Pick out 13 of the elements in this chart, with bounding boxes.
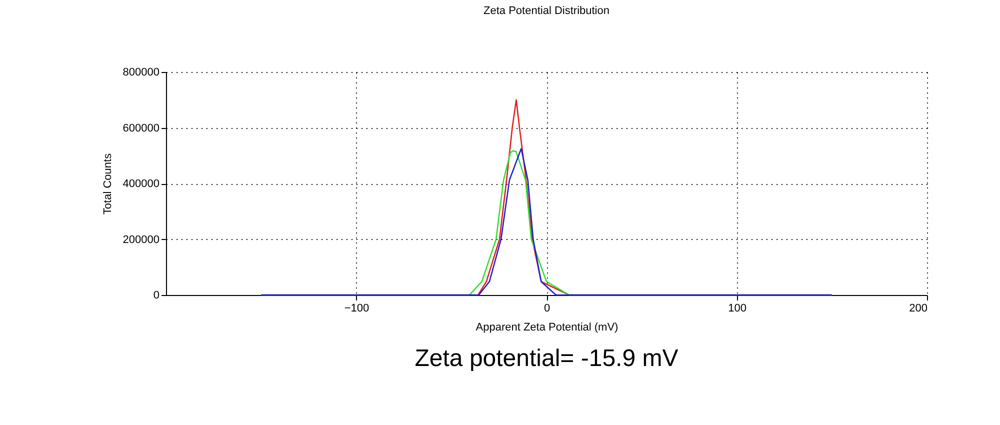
x-tick-label: 200 (909, 302, 928, 314)
y-tick-label: 0 (153, 290, 160, 302)
x-axis-title: Apparent Zeta Potential (mV) (476, 322, 618, 334)
y-axis-title: Total Counts (102, 152, 114, 215)
y-tick-label: 400000 (122, 178, 160, 190)
x-tick-label: −100 (344, 302, 370, 314)
y-tick-label: 600000 (122, 122, 160, 134)
x-tick-label: 0 (544, 302, 550, 314)
chart-title: Zeta Potential Distribution (484, 5, 610, 17)
text: Zeta potential= -15.9 mV (414, 345, 680, 373)
y-tick-label: 200000 (122, 234, 160, 246)
x-tick-label: 100 (728, 302, 746, 314)
y-tick-label: 800000 (122, 66, 160, 78)
